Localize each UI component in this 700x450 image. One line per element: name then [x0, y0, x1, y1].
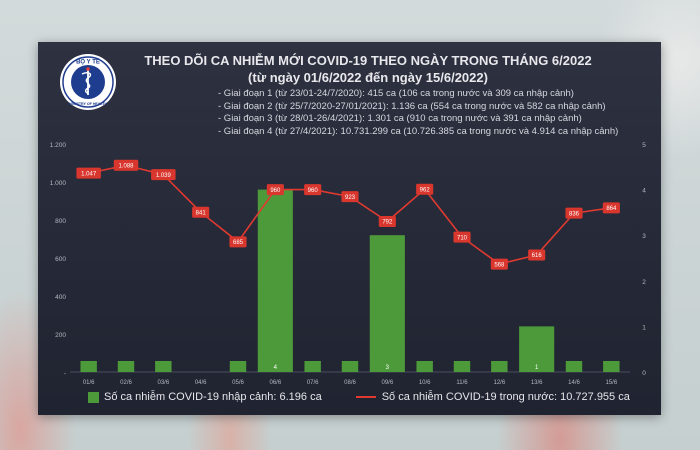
left-tick-label: 800	[55, 218, 66, 225]
line-value-badge	[378, 216, 396, 228]
bar-imported	[519, 326, 555, 372]
chart-title: THEO DÕI CA NHIỄM MỚI COVID-19 THEO NGÀY…	[138, 52, 598, 86]
x-tick-label: 03/6	[157, 380, 169, 386]
line-value-label: 864	[606, 206, 617, 212]
line-value-badge	[528, 249, 546, 261]
right-tick-label: 2	[642, 279, 646, 286]
logo-top-text: BỘ Y TẾ	[76, 58, 100, 66]
x-tick-label: 10/6	[419, 380, 431, 386]
left-tick-label: 600	[55, 256, 66, 263]
chart-card: BỘ Y TẾ MINISTRY OF HEALTH THEO DÕI CA N…	[38, 42, 661, 415]
combo-chart: - 200 400 600 800 1.000 1.200 0 1 2 3 4 5 01/6 02/6 03/…	[50, 142, 646, 386]
chart-legend: Số ca nhiễm COVID-19 nhập cảnh: 6.196 ca…	[88, 391, 648, 403]
legend-item-imported: Số ca nhiễm COVID-19 nhập cảnh: 6.196 ca	[88, 391, 322, 403]
line-value-label: 1.047	[81, 171, 97, 177]
bar-imported	[304, 361, 321, 372]
left-tick-label: 1.200	[50, 142, 67, 149]
x-tick-label: 09/6	[381, 380, 393, 386]
line-value-badge	[416, 183, 434, 195]
right-tick-label: 0	[642, 370, 646, 377]
x-tick-label: 07/6	[307, 380, 319, 386]
ministry-logo: BỘ Y TẾ MINISTRY OF HEALTH	[60, 54, 116, 110]
x-tick-label: 04/6	[195, 380, 207, 386]
line-value-badge	[113, 159, 139, 171]
left-tick-label: -	[64, 370, 66, 377]
line-value-badge	[151, 169, 176, 181]
line-value-label: 685	[233, 240, 244, 246]
line-value-label: 616	[532, 253, 543, 259]
line-value-badge	[229, 236, 247, 248]
line-value-badge	[453, 231, 471, 243]
x-tick-label: 11/6	[456, 380, 468, 386]
legend-item-domestic: Số ca nhiễm COVID-19 trong nước: 10.727.…	[355, 391, 630, 403]
line-value-label: 923	[345, 195, 356, 201]
x-tick-label: 02/6	[120, 380, 132, 386]
right-tick-label: 5	[642, 142, 646, 149]
line-domestic	[88, 164, 612, 265]
right-tick-label: 4	[642, 188, 646, 195]
x-tick-label: 05/6	[232, 380, 244, 386]
x-tick-label: 08/6	[344, 380, 356, 386]
line-value-label: 1.088	[118, 163, 134, 169]
phase-summary: - Giai đoạn 1 (từ 23/01-24/7/2020): 415 …	[218, 88, 638, 138]
line-value-badge	[602, 202, 620, 214]
line-value-label: 960	[270, 188, 281, 194]
legend-swatch-bar	[88, 391, 99, 403]
right-tick-label: 3	[642, 233, 646, 240]
legend-swatch-line	[355, 396, 376, 398]
bar-imported	[117, 361, 135, 372]
line-value-badge	[304, 184, 322, 196]
bar-imported	[257, 189, 293, 372]
bar-imported	[369, 235, 405, 372]
line-value-label: 962	[420, 187, 431, 193]
bar-imported	[565, 361, 583, 372]
title-line-1: THEO DÕI CA NHIỄM MỚI COVID-19 THEO NGÀY…	[144, 53, 592, 68]
bar-imported	[155, 361, 172, 372]
line-value-label: 1.039	[156, 173, 172, 179]
bar-imported	[341, 361, 359, 372]
line-value-label: 710	[457, 235, 468, 241]
line-value-label: 568	[494, 262, 505, 268]
left-tick-label: 200	[55, 332, 66, 339]
bar-imported	[491, 361, 508, 372]
line-value-label: 792	[382, 220, 393, 226]
right-tick-label: 1	[642, 324, 646, 331]
phase-4-text: - Giai đoạn 4 (từ 27/4/2021): 10.731.299…	[218, 125, 619, 137]
bar-imported	[453, 361, 471, 372]
x-tick-label: 06/6	[269, 380, 281, 386]
bar-imported	[603, 361, 620, 372]
caduceus-icon	[81, 67, 92, 95]
bar-imported	[229, 361, 247, 372]
phase-3-text: - Giai đoạn 3 (từ 28/01-26/4/2021): 1.30…	[218, 113, 582, 124]
bar-value-label: 3	[386, 365, 390, 371]
line-value-badge	[266, 184, 284, 196]
x-tick-label: 14/6	[568, 380, 580, 386]
bar-imported	[80, 361, 97, 372]
line-value-label: 836	[569, 211, 580, 217]
logo-bottom-text: MINISTRY OF HEALTH	[69, 102, 108, 106]
line-value-badge	[565, 207, 583, 219]
legend-label-domestic: Số ca nhiễm COVID-19 trong nước: 10.727.…	[381, 391, 630, 403]
legend-label-imported: Số ca nhiễm COVID-19 nhập cảnh: 6.196 ca	[104, 391, 322, 403]
line-value-badge	[192, 206, 210, 218]
line-value-label: 960	[308, 188, 319, 194]
x-tick-label: 13/6	[531, 380, 543, 386]
x-tick-label: 12/6	[493, 380, 505, 386]
bar-value-label: 4	[274, 365, 278, 371]
x-tick-label: 15/6	[605, 380, 617, 386]
title-line-2: (từ ngày 01/6/2022 đến ngày 15/6/2022)	[248, 70, 488, 85]
left-tick-label: 1.000	[50, 180, 67, 187]
line-value-label: 841	[196, 210, 207, 216]
phase-2-text: - Giai đoạn 2 (từ 25/7/2020-27/01/2021):…	[218, 100, 606, 112]
bar-value-label: 1	[535, 365, 539, 371]
phase-1-text: - Giai đoạn 1 (từ 23/01-24/7/2020): 415 …	[218, 88, 574, 99]
line-value-badge	[490, 258, 508, 270]
line-value-badge	[76, 167, 101, 179]
x-tick-label: 01/6	[83, 380, 95, 386]
line-value-badge	[341, 191, 359, 203]
left-tick-label: 400	[55, 294, 66, 301]
bar-imported	[416, 361, 433, 372]
